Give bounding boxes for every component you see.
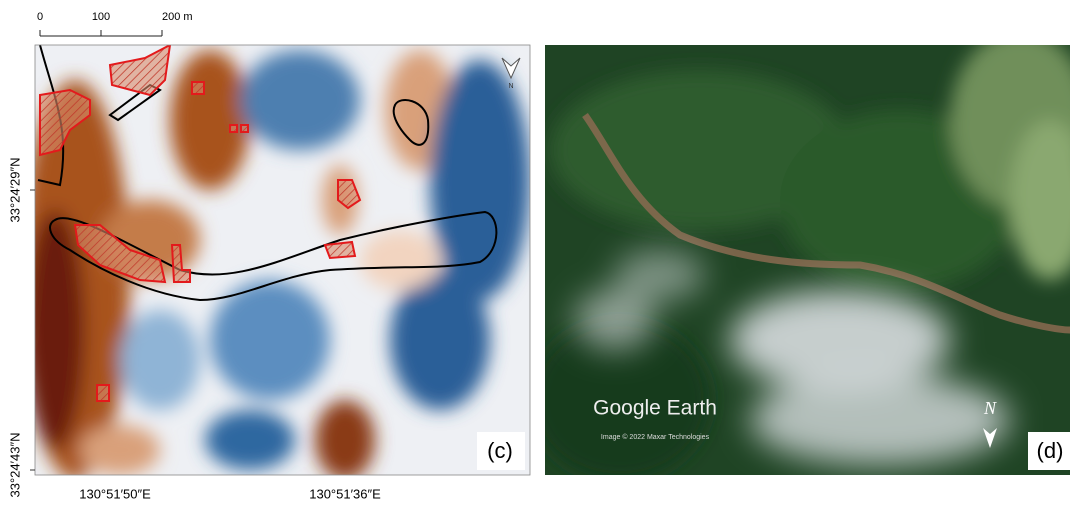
panel-label: (d) (1037, 438, 1064, 463)
north-label: N (983, 398, 997, 418)
scale-label: 0 (37, 11, 43, 23)
longitude-label: 130°51′36″E (309, 486, 381, 501)
latitude-label: 33°24′43″N (7, 432, 22, 497)
scale-bar (40, 30, 162, 36)
panel-c-map (20, 45, 530, 480)
north-label: N (508, 83, 513, 90)
scale-label: 200 m (162, 11, 193, 23)
panel-label: (c) (487, 438, 513, 463)
latitude-label: 33°24′29″N (7, 157, 22, 222)
scale-label: 100 (92, 11, 110, 23)
image-credit: Image © 2022 Maxar Technologies (601, 433, 710, 441)
longitude-label: 130°51′50″E (79, 486, 151, 501)
page: 0 100 200 m (0, 0, 1070, 512)
watermark: Google Earth (593, 397, 717, 420)
figure: 0 100 200 m (0, 0, 1070, 512)
